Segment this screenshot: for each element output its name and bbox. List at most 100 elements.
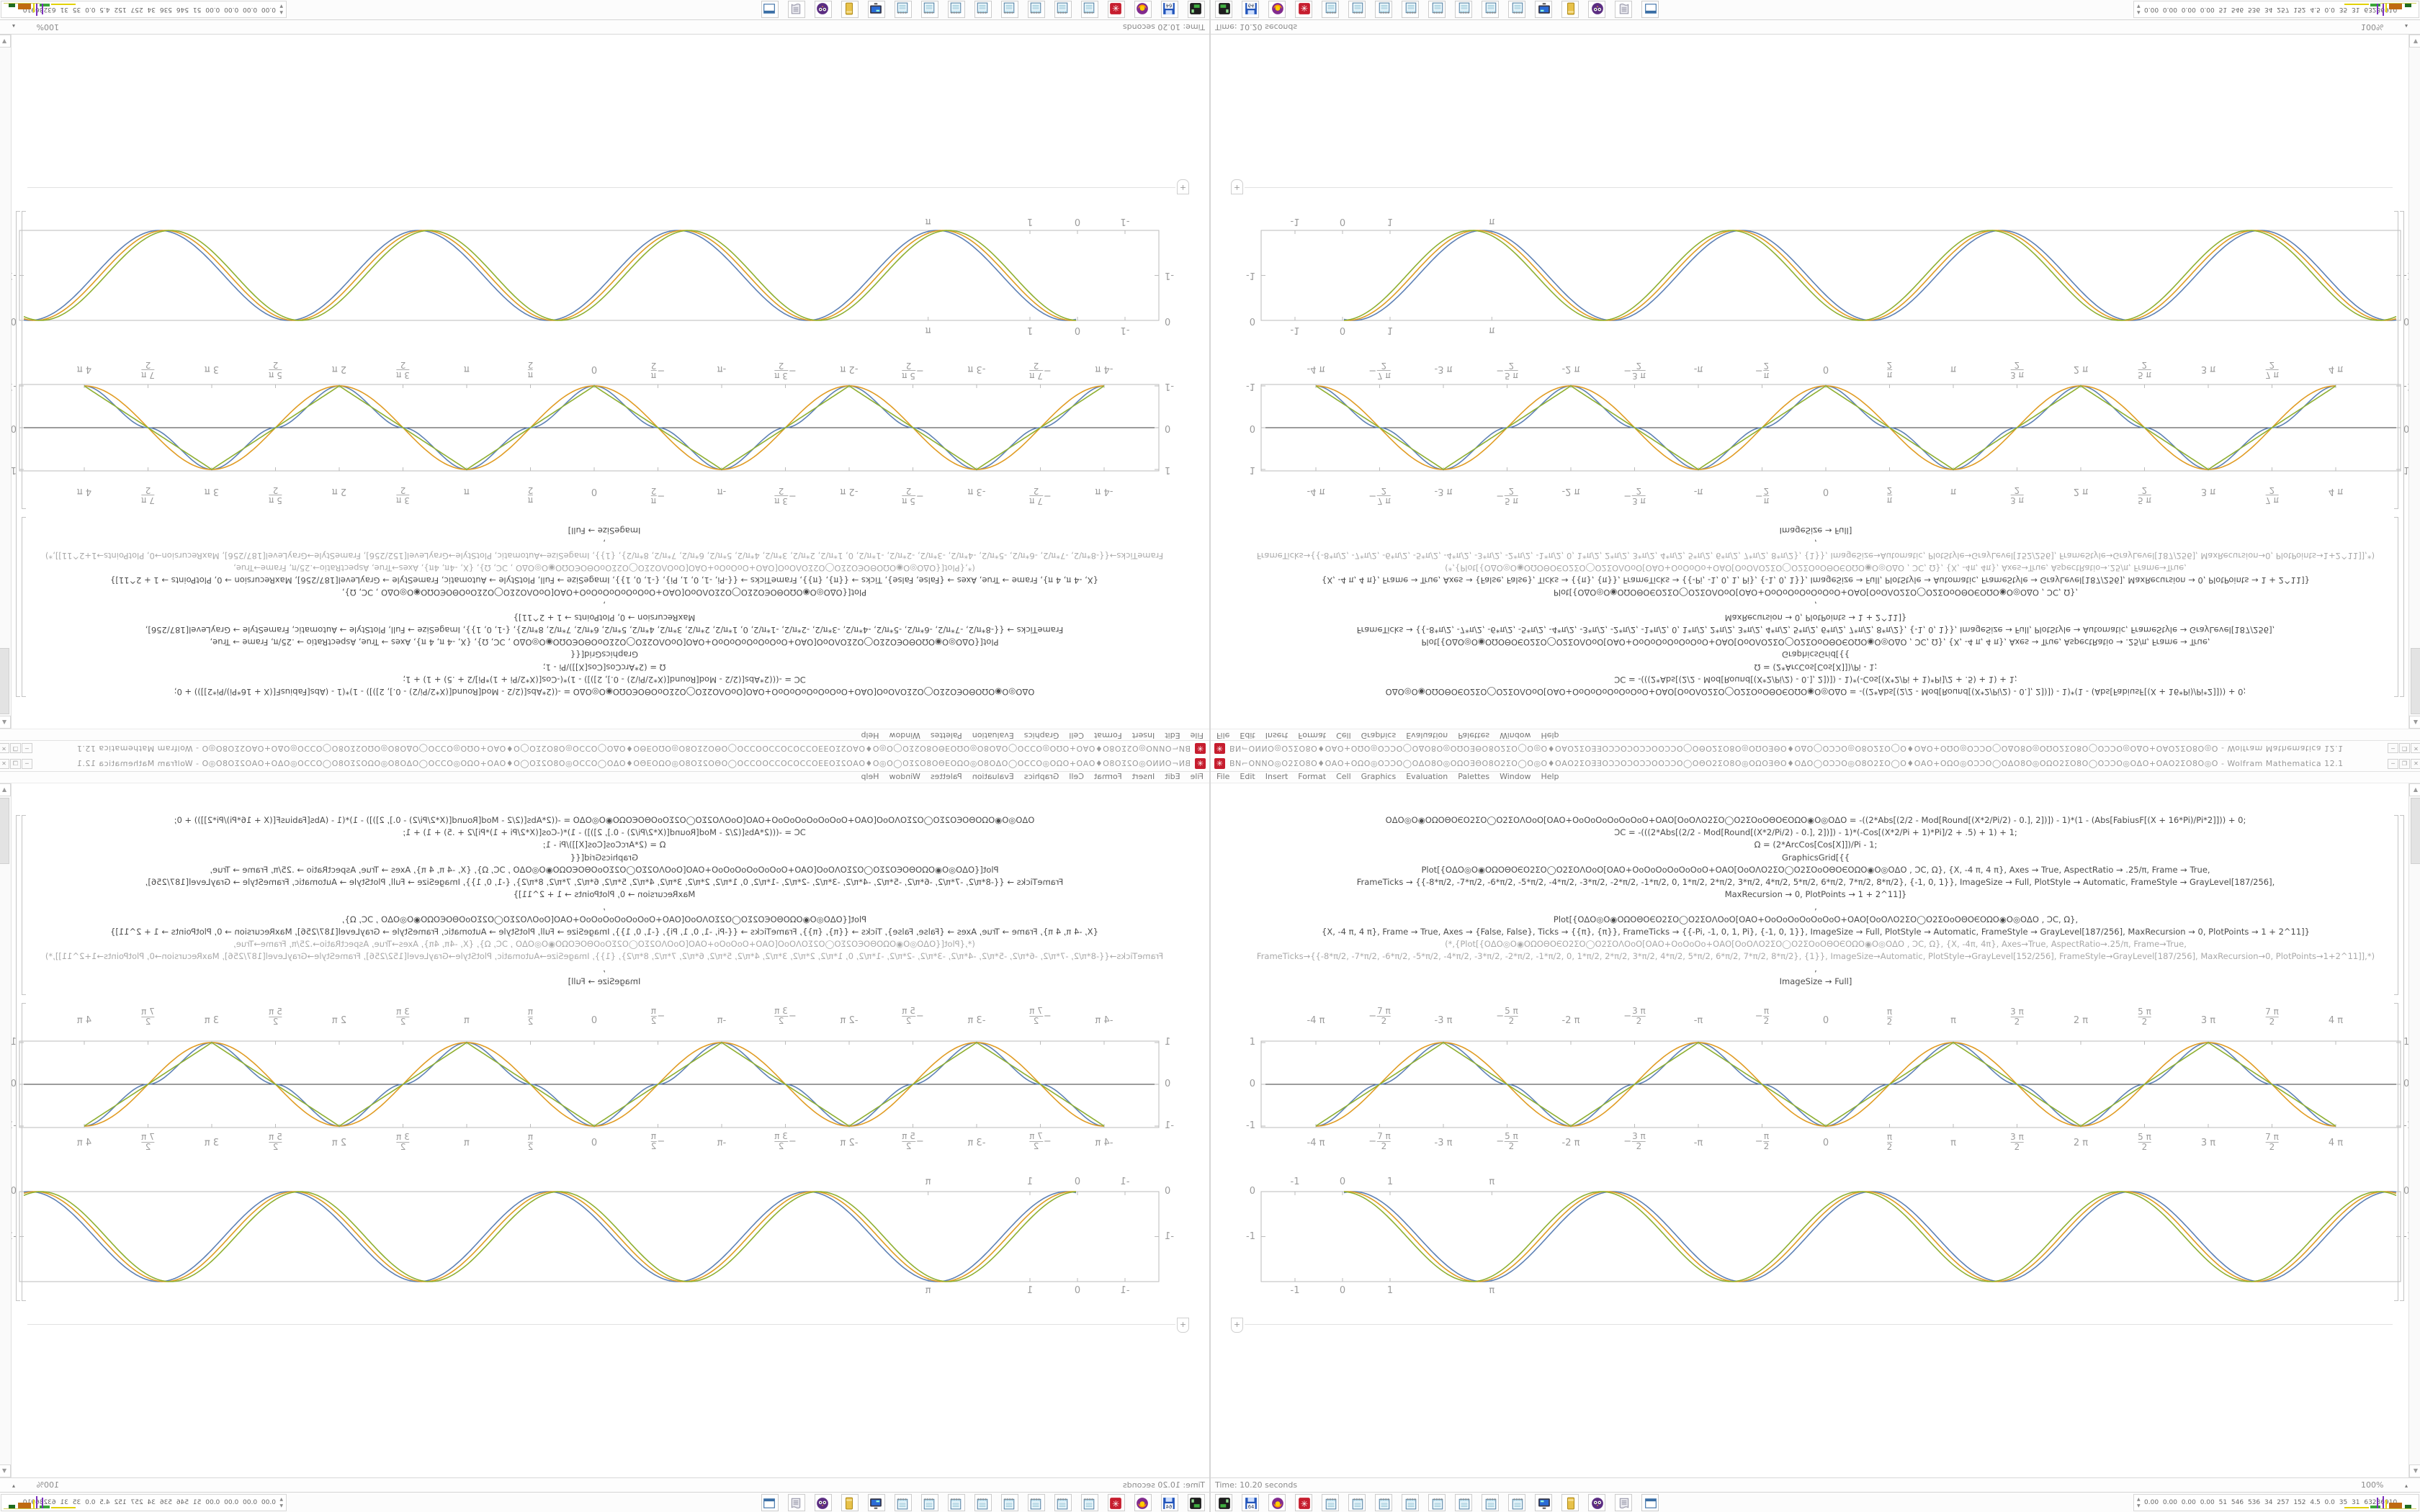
system-monitor-widget[interactable]: ▲ ▼ 0.00 0.00 0.00 0.00 51 546 536 34 257 … — [1, 1494, 287, 1511]
menu-palettes[interactable]: Palettes — [930, 731, 962, 740]
taskbar-button-mathematica-app[interactable]: ✳ — [1108, 1, 1125, 18]
menu-help[interactable]: Help — [1541, 731, 1559, 740]
taskbar-button-owl-app[interactable] — [1588, 1, 1605, 18]
magnification-control[interactable]: 100% ▴ — [2361, 1480, 2408, 1490]
output-cell-bracket[interactable] — [2394, 211, 2398, 509]
menu-insert[interactable]: Insert — [1265, 772, 1289, 781]
taskbar-button-notepad-window-5[interactable] — [1428, 1494, 1446, 1511]
cell-group-bracket[interactable] — [16, 211, 20, 697]
code-line[interactable]: ImageSize → Full] — [1779, 526, 1852, 536]
menu-cell[interactable]: Cell — [1336, 731, 1351, 740]
menu-file[interactable]: File — [1216, 772, 1230, 781]
taskbar-button-notepad-window-3[interactable] — [1028, 1, 1045, 18]
taskbar-button-terminal-app[interactable] — [1215, 1, 1232, 18]
output-cell-bracket[interactable] — [22, 1003, 26, 1301]
code-line[interactable]: , — [1814, 538, 1817, 549]
taskbar-button-firefox-browser[interactable] — [1268, 1, 1286, 18]
taskbar-button-owl-app[interactable] — [815, 1494, 832, 1511]
taskbar-button-terminal-app[interactable] — [1188, 1494, 1205, 1511]
code-line[interactable]: ImageSize → Full] — [1779, 976, 1852, 986]
input-cell-bracket[interactable] — [2394, 815, 2398, 995]
scroll-up-arrow[interactable]: ▲ — [2409, 783, 2420, 796]
code-line[interactable]: MaxRecursion → 0, PlotPoints → 1 + 2^11]… — [513, 889, 696, 900]
taskbar-button-folder-app[interactable] — [841, 1, 859, 18]
taskbar-button-notepad-window-2[interactable] — [1054, 1494, 1072, 1511]
code-comment-line[interactable]: (*,{Plot[{ΟΔΟ◎Ο◉ΟΩΟΘΟЄΟ2ΣΟ◯Ο2ΣΟΛΟοΟ[ΟΑΟ+… — [1445, 563, 2187, 573]
taskbar-button-document-viewer-app[interactable] — [788, 1, 805, 18]
taskbar-button-owl-app[interactable] — [815, 1, 832, 18]
taskbar-button-notepad-window-5[interactable] — [974, 1, 992, 18]
code-line[interactable]: , — [603, 963, 606, 974]
insert-cell-plus-button[interactable]: + — [1177, 1318, 1189, 1333]
minimize-button[interactable]: ─ — [2388, 759, 2398, 769]
taskbar-button-notepad-window-6[interactable] — [948, 1494, 965, 1511]
scroll-up-arrow[interactable]: ▲ — [0, 716, 11, 729]
notebook-content[interactable]: ΟΔΟ◎Ο◉ΟΩΟΘΟЄΟ2ΣΟ◯Ο2ΣΟΛΟοΟ[ΟΑΟ+ΟοΟοΟοΟοΟο… — [0, 35, 1209, 729]
close-button[interactable]: ✕ — [2411, 759, 2420, 769]
code-line[interactable]: {X, -4 π, 4 π}, Frame → True, Axes → {Fa… — [110, 575, 1098, 586]
taskbar-button-firefox-browser[interactable] — [1134, 1, 1152, 18]
taskbar-button-mathematica-app[interactable]: ✳ — [1295, 1, 1312, 18]
close-button[interactable]: ✕ — [0, 743, 9, 753]
taskbar-button-document-viewer-app[interactable] — [1615, 1494, 1632, 1511]
taskbar-button-floppy-64-app[interactable]: 64 — [1161, 1494, 1178, 1511]
taskbar-button-window-manager-app[interactable] — [1641, 1, 1659, 18]
code-line[interactable]: {X, -4 π, 4 π}, Frame → True, Axes → {Fa… — [110, 926, 1098, 937]
taskbar-button-notepad-window-4[interactable] — [1402, 1, 1419, 18]
code-line[interactable]: FrameTicks → {{-8*π/2, -7*π/2, -6*π/2, -… — [1356, 625, 2275, 635]
menu-window[interactable]: Window — [1500, 731, 1531, 740]
code-comment-line[interactable]: (*,{Plot[{ΟΔΟ◎Ο◉ΟΩΟΘΟЄΟ2ΣΟ◯Ο2ΣΟΛΟοΟ[ΟΑΟ+… — [233, 939, 975, 949]
taskbar-button-notepad-window-1[interactable] — [1322, 1, 1339, 18]
code-line[interactable]: ƆC = -(((2*Abs[(2/2 - Mod[Round[(X*2/Pi/… — [403, 674, 806, 685]
vertical-scrollbar[interactable]: ▲ ▼ — [2408, 783, 2420, 1477]
taskbar-button-notepad-window-6[interactable] — [1455, 1, 1472, 18]
taskbar-button-notepad-window-4[interactable] — [1001, 1, 1018, 18]
menu-window[interactable]: Window — [889, 772, 920, 781]
menu-cell[interactable]: Cell — [1069, 731, 1084, 740]
output-cell-bracket[interactable] — [22, 211, 26, 509]
menu-format[interactable]: Format — [1298, 731, 1327, 740]
menu-evaluation[interactable]: Evaluation — [972, 731, 1014, 740]
vertical-scrollbar[interactable]: ▲ ▼ — [2408, 35, 2420, 729]
code-line[interactable]: Plot[{ΟΔΟ◎Ο◉ΟΩΟΘΟЄΟ2ΣΟ◯Ο2ΣΟΛΟοΟ[ΟΑΟ+ΟοΟο… — [210, 864, 999, 875]
menu-graphics[interactable]: Graphics — [1023, 772, 1059, 781]
restore-button[interactable]: ❐ — [2399, 759, 2410, 769]
cell-group-bracket[interactable] — [16, 815, 20, 1301]
input-cell-bracket[interactable] — [2394, 517, 2398, 697]
taskbar-button-notepad-window-4[interactable] — [1001, 1494, 1018, 1511]
taskbar-button-notepad-window-7[interactable] — [1482, 1, 1499, 18]
close-button[interactable]: ✕ — [2411, 743, 2420, 753]
code-line[interactable]: , — [1814, 901, 1817, 912]
taskbar-button-terminal-app[interactable] — [1188, 1, 1205, 18]
code-line[interactable]: ƆC = -(((2*Abs[(2/2 - Mod[Round[(X*2/Pi/… — [1614, 674, 2017, 685]
minimize-button[interactable]: ─ — [22, 743, 32, 753]
insert-cell-plus-button[interactable]: + — [1177, 179, 1189, 194]
taskbar-button-floppy-64-app[interactable]: 64 — [1161, 1, 1178, 18]
scroll-down-arrow[interactable]: ▼ — [2409, 1464, 2420, 1477]
code-line[interactable]: Ω = (2*ArcCos[Cos[X]])/Pi - 1; — [542, 840, 666, 850]
menu-palettes[interactable]: Palettes — [930, 772, 962, 781]
scrollbar-thumb[interactable] — [0, 648, 9, 714]
taskbar-button-system-monitor-app[interactable] — [1535, 1494, 1552, 1511]
magnification-control[interactable]: 100% ▴ — [12, 1480, 59, 1490]
code-line[interactable]: Plot[{ΟΔΟ◎Ο◉ΟΩΟΘΟЄΟ2ΣΟ◯Ο2ΣΟΛΟοΟ[ΟΑΟ+ΟοΟο… — [1553, 914, 2079, 924]
menu-graphics[interactable]: Graphics — [1361, 731, 1397, 740]
taskbar-button-notepad-window-7[interactable] — [921, 1, 938, 18]
menu-evaluation[interactable]: Evaluation — [1406, 731, 1448, 740]
input-cell-bracket[interactable] — [22, 815, 26, 995]
code-line[interactable]: ΟΔΟ◎Ο◉ΟΩΟΘΟЄΟ2ΣΟ◯Ο2ΣΟΛΟοΟ[ΟΑΟ+ΟοΟοΟοΟοΟο… — [1385, 815, 2246, 825]
taskbar-button-firefox-browser[interactable] — [1268, 1494, 1286, 1511]
scroll-up-arrow[interactable]: ▲ — [2409, 716, 2420, 729]
notebook-content[interactable]: ΟΔΟ◎Ο◉ΟΩΟΘΟЄΟ2ΣΟ◯Ο2ΣΟΛΟοΟ[ΟΑΟ+ΟοΟοΟοΟοΟο… — [0, 783, 1209, 1477]
taskbar-button-notepad-window-8[interactable] — [1508, 1, 1525, 18]
taskbar-button-notepad-window-8[interactable] — [1508, 1494, 1525, 1511]
cell-group-bracket[interactable] — [2400, 211, 2404, 697]
menu-palettes[interactable]: Palettes — [1458, 731, 1490, 740]
menu-format[interactable]: Format — [1093, 731, 1122, 740]
menu-edit[interactable]: Edit — [1165, 772, 1180, 781]
insert-cell-plus-button[interactable]: + — [1231, 1318, 1243, 1333]
taskbar-button-notepad-window-6[interactable] — [1455, 1494, 1472, 1511]
menu-file[interactable]: File — [1216, 731, 1230, 740]
taskbar-button-firefox-browser[interactable] — [1134, 1494, 1152, 1511]
code-line[interactable]: FrameTicks → {{-8*π/2, -7*π/2, -6*π/2, -… — [145, 877, 1064, 887]
